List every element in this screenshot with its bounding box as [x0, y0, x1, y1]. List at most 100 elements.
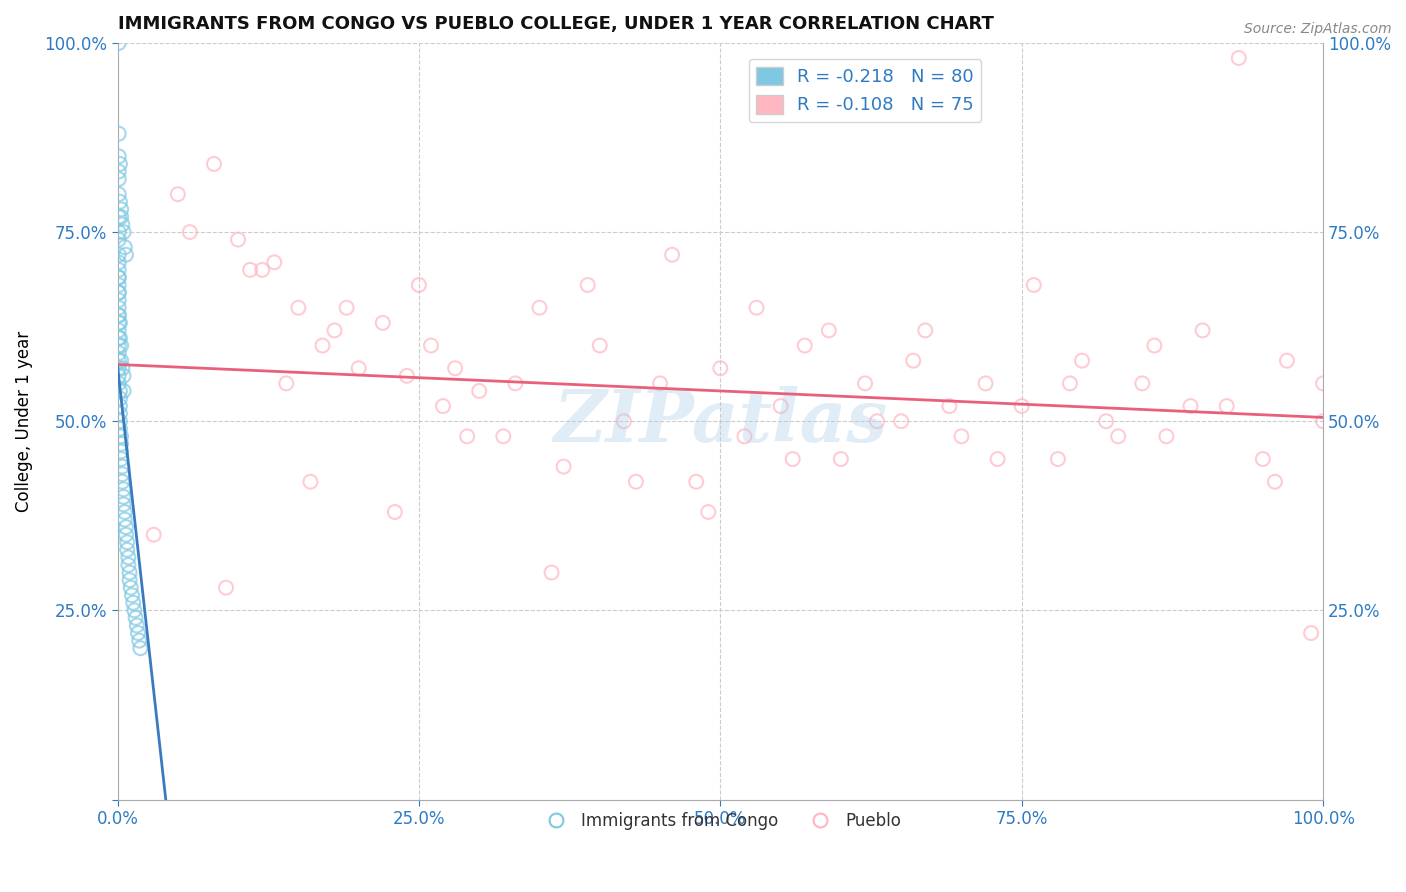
Point	[287, 301, 309, 315]
Point	[115, 248, 138, 262]
Point	[108, 316, 131, 330]
Point	[589, 338, 612, 352]
Point	[733, 429, 755, 443]
Point	[115, 520, 138, 534]
Point	[107, 353, 129, 368]
Point	[114, 240, 136, 254]
Point	[914, 323, 936, 337]
Point	[347, 361, 370, 376]
Point	[107, 323, 129, 337]
Point	[107, 210, 129, 224]
Point	[111, 475, 134, 489]
Point	[215, 581, 238, 595]
Point	[226, 233, 249, 247]
Point	[685, 475, 707, 489]
Point	[1107, 429, 1129, 443]
Point	[1130, 376, 1153, 391]
Point	[1046, 452, 1069, 467]
Point	[111, 218, 134, 232]
Point	[624, 475, 647, 489]
Point	[311, 338, 333, 352]
Point	[110, 444, 132, 458]
Point	[179, 225, 201, 239]
Point	[648, 376, 671, 391]
Point	[110, 210, 132, 224]
Point	[107, 316, 129, 330]
Point	[107, 36, 129, 50]
Point	[107, 149, 129, 163]
Point	[1180, 399, 1202, 413]
Point	[107, 308, 129, 322]
Point	[263, 255, 285, 269]
Point	[553, 459, 575, 474]
Point	[384, 505, 406, 519]
Point	[108, 407, 131, 421]
Point	[111, 467, 134, 482]
Point	[745, 301, 768, 315]
Point	[1227, 51, 1250, 65]
Point	[107, 187, 129, 202]
Point	[166, 187, 188, 202]
Point	[108, 157, 131, 171]
Point	[107, 225, 129, 239]
Point	[120, 581, 142, 595]
Point	[950, 429, 973, 443]
Point	[769, 399, 792, 413]
Point	[107, 293, 129, 307]
Point	[118, 566, 141, 580]
Point	[540, 566, 562, 580]
Point	[1191, 323, 1213, 337]
Point	[124, 603, 146, 617]
Point	[107, 172, 129, 186]
Point	[1143, 338, 1166, 352]
Point	[107, 285, 129, 300]
Point	[1275, 353, 1298, 368]
Point	[239, 263, 262, 277]
Point	[112, 490, 135, 504]
Point	[444, 361, 467, 376]
Point	[110, 202, 132, 217]
Point	[830, 452, 852, 467]
Point	[107, 233, 129, 247]
Point	[122, 596, 145, 610]
Point	[529, 301, 551, 315]
Point	[1022, 278, 1045, 293]
Point	[903, 353, 925, 368]
Point	[336, 301, 359, 315]
Point	[112, 225, 135, 239]
Point	[492, 429, 515, 443]
Point	[1059, 376, 1081, 391]
Point	[115, 527, 138, 541]
Point	[420, 338, 443, 352]
Point	[128, 633, 150, 648]
Point	[107, 331, 129, 345]
Point	[112, 498, 135, 512]
Point	[938, 399, 960, 413]
Point	[202, 157, 225, 171]
Point	[1011, 399, 1033, 413]
Point	[576, 278, 599, 293]
Point	[125, 618, 148, 632]
Point	[111, 361, 134, 376]
Point	[108, 414, 131, 428]
Point	[107, 308, 129, 322]
Point	[111, 459, 134, 474]
Point	[818, 323, 841, 337]
Point	[697, 505, 720, 519]
Point	[118, 573, 141, 587]
Point	[505, 376, 527, 391]
Point	[107, 248, 129, 262]
Point	[432, 399, 454, 413]
Point	[1312, 414, 1334, 428]
Point	[456, 429, 478, 443]
Point	[107, 285, 129, 300]
Point	[661, 248, 683, 262]
Point	[110, 429, 132, 443]
Point	[108, 331, 131, 345]
Point	[108, 194, 131, 209]
Point	[468, 384, 491, 398]
Text: ZIPatlas: ZIPatlas	[554, 385, 887, 457]
Point	[121, 588, 143, 602]
Point	[866, 414, 889, 428]
Point	[108, 399, 131, 413]
